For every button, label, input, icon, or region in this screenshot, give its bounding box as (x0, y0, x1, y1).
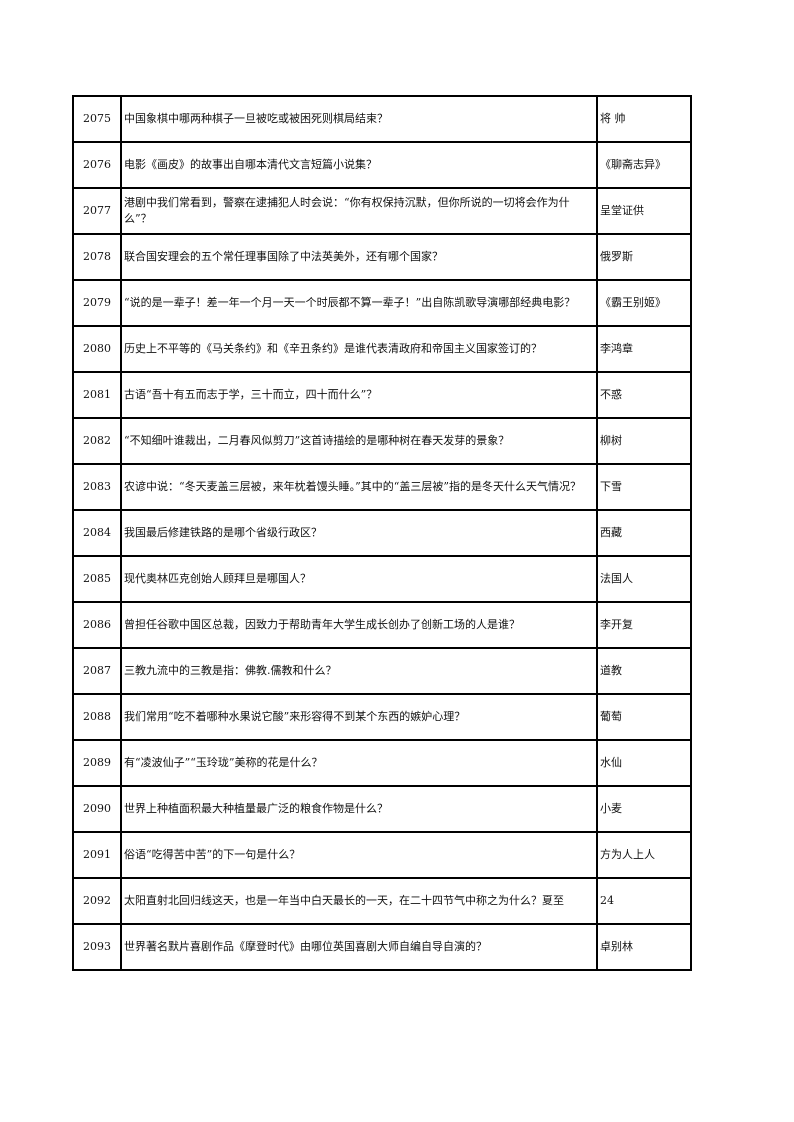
question-cell: 太阳直射北回归线这天，也是一年当中白天最长的一天，在二十四节气中称之为什么？夏至 (120, 877, 598, 925)
answer-cell: 方为人上人 (596, 831, 692, 879)
answer-cell: 小麦 (596, 785, 692, 833)
question-cell: 历史上不平等的《马关条约》和《辛丑条约》是谁代表清政府和帝国主义国家签订的？ (120, 325, 598, 373)
quiz-table-body: 2075 中国象棋中哪两种棋子一旦被吃或被困死则棋局结束？将 帅 2076 电影《画皮… (72, 95, 692, 971)
answer-cell: 柳树 (596, 417, 692, 465)
row-number: 2088 (72, 693, 122, 741)
table-row: 2085 现代奥林匹克创始人顾拜旦是哪国人？ 法国人 (72, 555, 692, 603)
question-cell: 三教九流中的三教是指：佛教.儒教和什么？ (120, 647, 598, 695)
table-row: 2092 太阳直射北回归线这天，也是一年当中白天最长的一天，在二十四节气中称之为什… (72, 877, 692, 925)
table-row: 2077 港剧中我们常看到，警察在逮捕犯人时会说：“你有权保持沉默，但你所说的一切… (72, 187, 692, 235)
row-number: 2075 (72, 95, 122, 143)
table-row: 2076 电影《画皮》的故事出自哪本清代文言短篇小说集？ 《聊斋志异》 (72, 141, 692, 189)
row-number: 2084 (72, 509, 122, 557)
row-number: 2079 (72, 279, 122, 327)
question-cell: “不知细叶谁裁出，二月春风似剪刀”这首诗描绘的是哪种树在春天发芽的景象？ (120, 417, 598, 465)
table-row: 2093 世界著名默片喜剧作品《摩登时代》由哪位英国喜剧大师自编自导自演的？ 卓别林 (72, 923, 692, 971)
answer-cell: 葡萄 (596, 693, 692, 741)
row-number: 2091 (72, 831, 122, 879)
row-number: 2078 (72, 233, 122, 281)
row-number: 2077 (72, 187, 122, 235)
table-row: 2078 联合国安理会的五个常任理事国除了中法英美外，还有哪个国家？ 俄罗斯 (72, 233, 692, 281)
row-number: 2080 (72, 325, 122, 373)
answer-cell: 俄罗斯 (596, 233, 692, 281)
question-cell: 港剧中我们常看到，警察在逮捕犯人时会说：“你有权保持沉默，但你所说的一切将会作为… (120, 187, 598, 235)
question-cell: 俗语“吃得苦中苦”的下一句是什么？ (120, 831, 598, 879)
answer-cell: 道教 (596, 647, 692, 695)
answer-cell: 法国人 (596, 555, 692, 603)
question-cell: 世界著名默片喜剧作品《摩登时代》由哪位英国喜剧大师自编自导自演的？ (120, 923, 598, 971)
answer-cell: 《聊斋志异》 (596, 141, 692, 189)
question-cell: 我们常用“吃不着哪种水果说它酸”来形容得不到某个东西的嫉妒心理？ (120, 693, 598, 741)
row-number: 2089 (72, 739, 122, 787)
table-row: 2083 农谚中说：“冬天麦盖三层被，来年枕着馒头睡。”其中的“盖三层被”指的是冬… (72, 463, 692, 511)
row-number: 2087 (72, 647, 122, 695)
row-number: 2082 (72, 417, 122, 465)
question-cell: 电影《画皮》的故事出自哪本清代文言短篇小说集？ (120, 141, 598, 189)
row-number: 2093 (72, 923, 122, 971)
question-cell: 农谚中说：“冬天麦盖三层被，来年枕着馒头睡。”其中的“盖三层被”指的是冬天什么天… (120, 463, 598, 511)
question-cell: 联合国安理会的五个常任理事国除了中法英美外，还有哪个国家？ (120, 233, 598, 281)
table-row: 2088 我们常用“吃不着哪种水果说它酸”来形容得不到某个东西的嫉妒心理？ 葡萄 (72, 693, 692, 741)
row-number: 2083 (72, 463, 122, 511)
answer-cell: 24 (596, 877, 692, 925)
row-number: 2076 (72, 141, 122, 189)
table-row: 2084 我国最后修建铁路的是哪个省级行政区？ 西藏 (72, 509, 692, 557)
question-cell: 古语“吾十有五而志于学，三十而立，四十而什么”？ (120, 371, 598, 419)
table-row: 2087 三教九流中的三教是指：佛教.儒教和什么？ 道教 (72, 647, 692, 695)
question-cell: 曾担任谷歌中国区总裁，因致力于帮助青年大学生成长创办了创新工场的人是谁？ (120, 601, 598, 649)
question-cell: 有“凌波仙子”“玉玲珑”美称的花是什么？ (120, 739, 598, 787)
table-row: 2091 俗语“吃得苦中苦”的下一句是什么？ 方为人上人 (72, 831, 692, 879)
answer-cell: 将 帅 (596, 95, 692, 143)
row-number: 2086 (72, 601, 122, 649)
table-row: 2082 “不知细叶谁裁出，二月春风似剪刀”这首诗描绘的是哪种树在春天发芽的景象？… (72, 417, 692, 465)
row-number: 2085 (72, 555, 122, 603)
answer-cell: 西藏 (596, 509, 692, 557)
row-number: 2081 (72, 371, 122, 419)
row-number: 2092 (72, 877, 122, 925)
answer-cell: 水仙 (596, 739, 692, 787)
answer-cell: 《霸王别姬》 (596, 279, 692, 327)
question-cell: 中国象棋中哪两种棋子一旦被吃或被困死则棋局结束？ (120, 95, 598, 143)
answer-cell: 下雪 (596, 463, 692, 511)
answer-cell: 李鸿章 (596, 325, 692, 373)
answer-cell: 李开复 (596, 601, 692, 649)
question-cell: 世界上种植面积最大种植量最广泛的粮食作物是什么？ (120, 785, 598, 833)
answer-cell: 卓别林 (596, 923, 692, 971)
table-row: 2081 古语“吾十有五而志于学，三十而立，四十而什么”？ 不惑 (72, 371, 692, 419)
table-row: 2086 曾担任谷歌中国区总裁，因致力于帮助青年大学生成长创办了创新工场的人是谁？… (72, 601, 692, 649)
table-row: 2080 历史上不平等的《马关条约》和《辛丑条约》是谁代表清政府和帝国主义国家签订… (72, 325, 692, 373)
table-row: 2090 世界上种植面积最大种植量最广泛的粮食作物是什么？ 小麦 (72, 785, 692, 833)
answer-cell: 不惑 (596, 371, 692, 419)
table-row: 2089 有“凌波仙子”“玉玲珑”美称的花是什么？ 水仙 (72, 739, 692, 787)
table-row: 2079 “说的是一辈子！差一年一个月一天一个时辰都不算一辈子！”出自陈凯歌导演哪… (72, 279, 692, 327)
question-cell: 我国最后修建铁路的是哪个省级行政区？ (120, 509, 598, 557)
quiz-table: 2075 中国象棋中哪两种棋子一旦被吃或被困死则棋局结束？将 帅 2076 电影《画皮… (72, 95, 692, 971)
table-row: 2075 中国象棋中哪两种棋子一旦被吃或被困死则棋局结束？将 帅 (72, 95, 692, 143)
answer-cell: 呈堂证供 (596, 187, 692, 235)
question-cell: 现代奥林匹克创始人顾拜旦是哪国人？ (120, 555, 598, 603)
row-number: 2090 (72, 785, 122, 833)
question-cell: “说的是一辈子！差一年一个月一天一个时辰都不算一辈子！”出自陈凯歌导演哪部经典电… (120, 279, 598, 327)
